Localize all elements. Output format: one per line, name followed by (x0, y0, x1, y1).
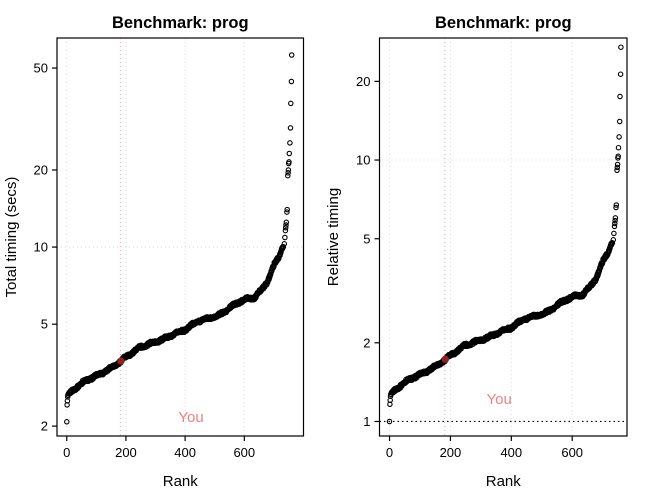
data-point (610, 237, 617, 243)
data-point (615, 144, 622, 151)
y-tick-label: 50 (34, 61, 48, 76)
x-axis-label: Rank (163, 473, 199, 490)
data-point (264, 279, 271, 286)
data-point (612, 220, 618, 227)
y-tick-label: 1 (363, 414, 370, 429)
y-tick-label: 20 (34, 162, 48, 177)
data-point (618, 44, 624, 50)
data-point (616, 118, 623, 125)
data-point (615, 153, 621, 160)
data-point (282, 234, 288, 241)
y-tick-label: 5 (41, 317, 48, 332)
plot-border (378, 37, 628, 437)
data-point (287, 140, 293, 146)
x-tick-label: 200 (440, 445, 462, 460)
data-point (609, 240, 616, 246)
point-cloud (64, 52, 295, 425)
data-point (288, 100, 294, 107)
plot-border (56, 37, 305, 437)
data-point (280, 244, 287, 250)
data-point (284, 209, 290, 215)
y-tick-label: 10 (356, 153, 370, 168)
data-point (617, 71, 624, 77)
x-tick-label: 200 (115, 445, 137, 460)
data-point (281, 241, 288, 247)
right-panel: You 0 200 400 600 1 2 5 10 20 Benchmark: prog Rank R… (325, 14, 628, 490)
data-point (285, 172, 291, 179)
panel-title: Benchmark: prog (435, 14, 572, 32)
data-point (614, 161, 621, 168)
data-point (617, 93, 623, 100)
you-label: You (178, 409, 203, 426)
data-point (612, 217, 618, 224)
x-tick-label: 400 (500, 445, 522, 460)
x-axis-label: Rank (486, 473, 522, 490)
y-tick-label: 5 (363, 231, 370, 246)
left-panel: You 0 200 400 600 2 5 10 20 50 Benchmark: prog Rank… (3, 14, 305, 490)
data-point (286, 150, 293, 157)
x-tick-label: 600 (561, 445, 583, 460)
y-axis-label: Total timing (secs) (3, 177, 20, 298)
y-axis-label: Relative timing (325, 188, 342, 286)
data-point (288, 78, 295, 85)
x-tick-label: 0 (386, 445, 393, 460)
data-point (386, 418, 393, 425)
data-point (283, 219, 290, 226)
data-point (613, 202, 620, 208)
data-point (611, 230, 617, 237)
data-point (282, 224, 289, 231)
x-tick-label: 600 (233, 445, 255, 460)
data-point (616, 134, 622, 140)
point-cloud (386, 44, 624, 425)
x-tick-label: 400 (174, 445, 196, 460)
data-point (613, 204, 619, 211)
you-point (441, 355, 449, 363)
data-point (593, 276, 600, 283)
x-tick-label: 0 (63, 445, 70, 460)
data-point (288, 52, 295, 58)
y-tick-label: 20 (356, 74, 370, 89)
data-point (285, 167, 292, 173)
data-point (287, 125, 294, 131)
y-tick-label: 2 (41, 419, 48, 434)
data-point (284, 206, 290, 213)
data-point (286, 159, 292, 165)
you-label: You (486, 391, 511, 408)
data-point (612, 215, 619, 221)
data-point (285, 170, 291, 176)
data-point (283, 222, 289, 228)
data-point (611, 223, 618, 230)
y-tick-label: 10 (34, 240, 48, 255)
data-point (614, 164, 621, 171)
data-point (614, 167, 620, 174)
y-tick-label: 2 (363, 335, 370, 350)
data-point (282, 227, 289, 234)
you-point (117, 357, 125, 365)
data-point (64, 419, 70, 425)
panel-title: Benchmark: prog (112, 14, 249, 32)
